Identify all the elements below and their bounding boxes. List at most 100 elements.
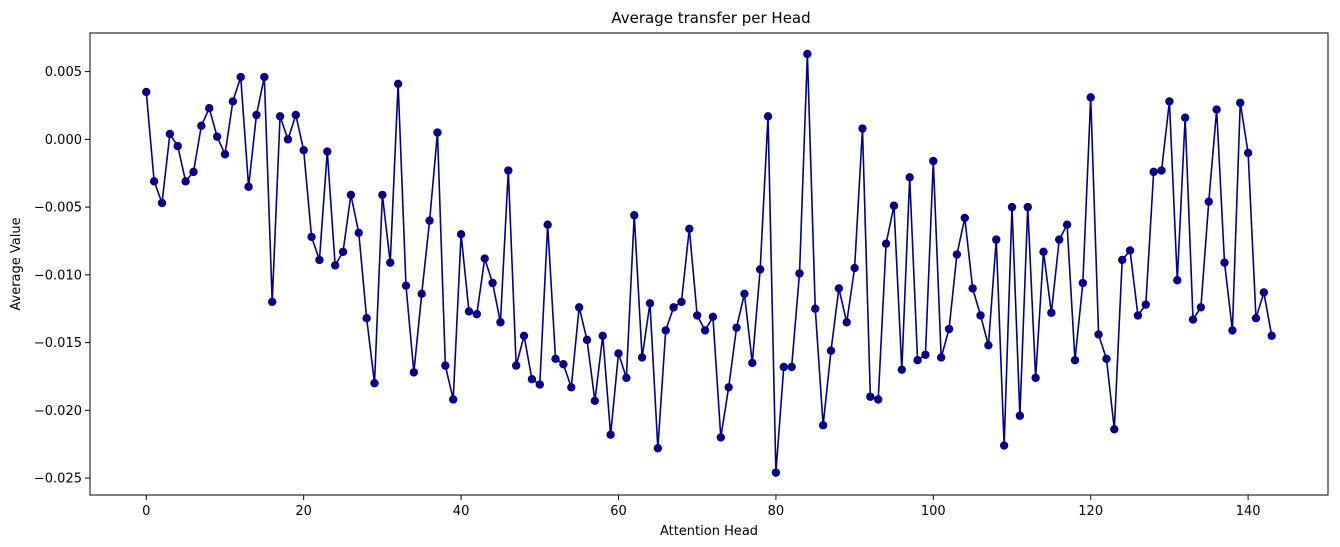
data-point	[913, 355, 922, 365]
data-point	[968, 284, 977, 293]
data-point	[755, 265, 765, 274]
data-point	[692, 311, 702, 320]
data-point	[1007, 202, 1017, 212]
data-point	[464, 307, 474, 316]
data-point	[944, 324, 954, 334]
x-tick-label: 120	[1078, 504, 1103, 519]
data-point	[1102, 354, 1111, 364]
x-axis: 0 20 40 60 80 100 120 140	[142, 495, 1261, 519]
data-point	[669, 303, 678, 312]
data-point	[637, 353, 647, 362]
data-point	[244, 182, 253, 191]
series-line	[145, 53, 1273, 474]
data-point	[677, 297, 686, 307]
data-point	[1212, 105, 1221, 114]
data-point	[708, 312, 718, 322]
data-point	[992, 235, 1001, 244]
data-point	[1251, 313, 1261, 323]
data-point	[212, 132, 222, 141]
data-point	[952, 250, 962, 259]
data-point	[724, 383, 733, 392]
data-point	[779, 362, 788, 372]
data-point	[386, 258, 395, 267]
data-point	[1110, 425, 1119, 434]
data-point	[346, 190, 356, 200]
x-tick-label: 20	[295, 504, 312, 519]
data-point	[748, 358, 757, 368]
data-point	[606, 430, 615, 439]
data-point	[866, 392, 875, 401]
data-point	[740, 289, 749, 299]
data-point	[763, 112, 773, 121]
data-point	[653, 444, 663, 453]
data-point	[142, 87, 151, 97]
y-axis: 0.005 0.000 −0.005 −0.010 −0.015 −0.020 −0.025	[34, 65, 90, 487]
data-point	[362, 313, 371, 323]
x-tick-label: 40	[453, 504, 470, 519]
data-point	[582, 335, 592, 345]
data-point	[826, 346, 836, 355]
data-point	[519, 331, 529, 341]
y-tick-label: −0.020	[34, 404, 82, 419]
data-point	[897, 365, 907, 374]
data-point	[496, 318, 505, 327]
data-point	[1070, 355, 1080, 365]
data-point	[527, 374, 537, 384]
data-point	[260, 72, 269, 82]
data-point	[1188, 315, 1198, 324]
data-point	[1031, 373, 1040, 383]
data-point	[393, 79, 403, 89]
data-point	[236, 72, 245, 82]
data-point	[976, 311, 985, 320]
data-point	[173, 141, 182, 151]
data-point	[1204, 197, 1213, 206]
data-point	[614, 349, 623, 358]
data-point	[323, 147, 332, 156]
data-point	[1055, 235, 1064, 244]
plot-area	[142, 49, 1276, 477]
data-point	[330, 261, 340, 270]
data-point	[535, 380, 544, 389]
x-tick-label: 140	[1236, 504, 1261, 519]
data-point	[275, 112, 285, 121]
data-point	[574, 303, 584, 312]
data-point	[929, 156, 938, 166]
data-point	[1047, 308, 1056, 317]
data-point	[921, 350, 930, 359]
x-tick-label: 0	[142, 504, 150, 519]
data-point	[1039, 247, 1048, 257]
data-point	[488, 278, 497, 288]
y-tick-label: −0.005	[34, 201, 82, 216]
data-point	[291, 110, 301, 120]
data-point	[307, 232, 316, 242]
data-point	[228, 97, 238, 106]
x-tick-label: 80	[768, 504, 785, 519]
data-point	[511, 361, 521, 370]
data-point	[1125, 246, 1135, 255]
data-point	[700, 326, 710, 335]
data-point	[268, 297, 277, 307]
data-point	[283, 135, 293, 144]
data-point	[590, 396, 600, 406]
data-point	[622, 373, 631, 383]
data-point	[787, 362, 796, 372]
data-point	[401, 281, 411, 290]
data-point	[338, 247, 348, 257]
data-point	[472, 309, 482, 319]
data-point	[1015, 411, 1025, 420]
data-point	[551, 354, 560, 364]
data-point	[205, 103, 214, 113]
y-tick-label: −0.025	[34, 472, 82, 487]
data-point	[417, 289, 426, 299]
data-point	[732, 323, 741, 332]
data-point	[504, 166, 513, 175]
y-tick-label: 0.005	[45, 65, 82, 80]
data-point	[1149, 167, 1158, 177]
data-point	[441, 361, 450, 370]
data-point	[1086, 93, 1095, 102]
data-point	[1157, 166, 1166, 175]
data-point	[685, 224, 694, 233]
y-tick-label: −0.015	[34, 336, 82, 351]
plot-frame	[89, 32, 1329, 496]
